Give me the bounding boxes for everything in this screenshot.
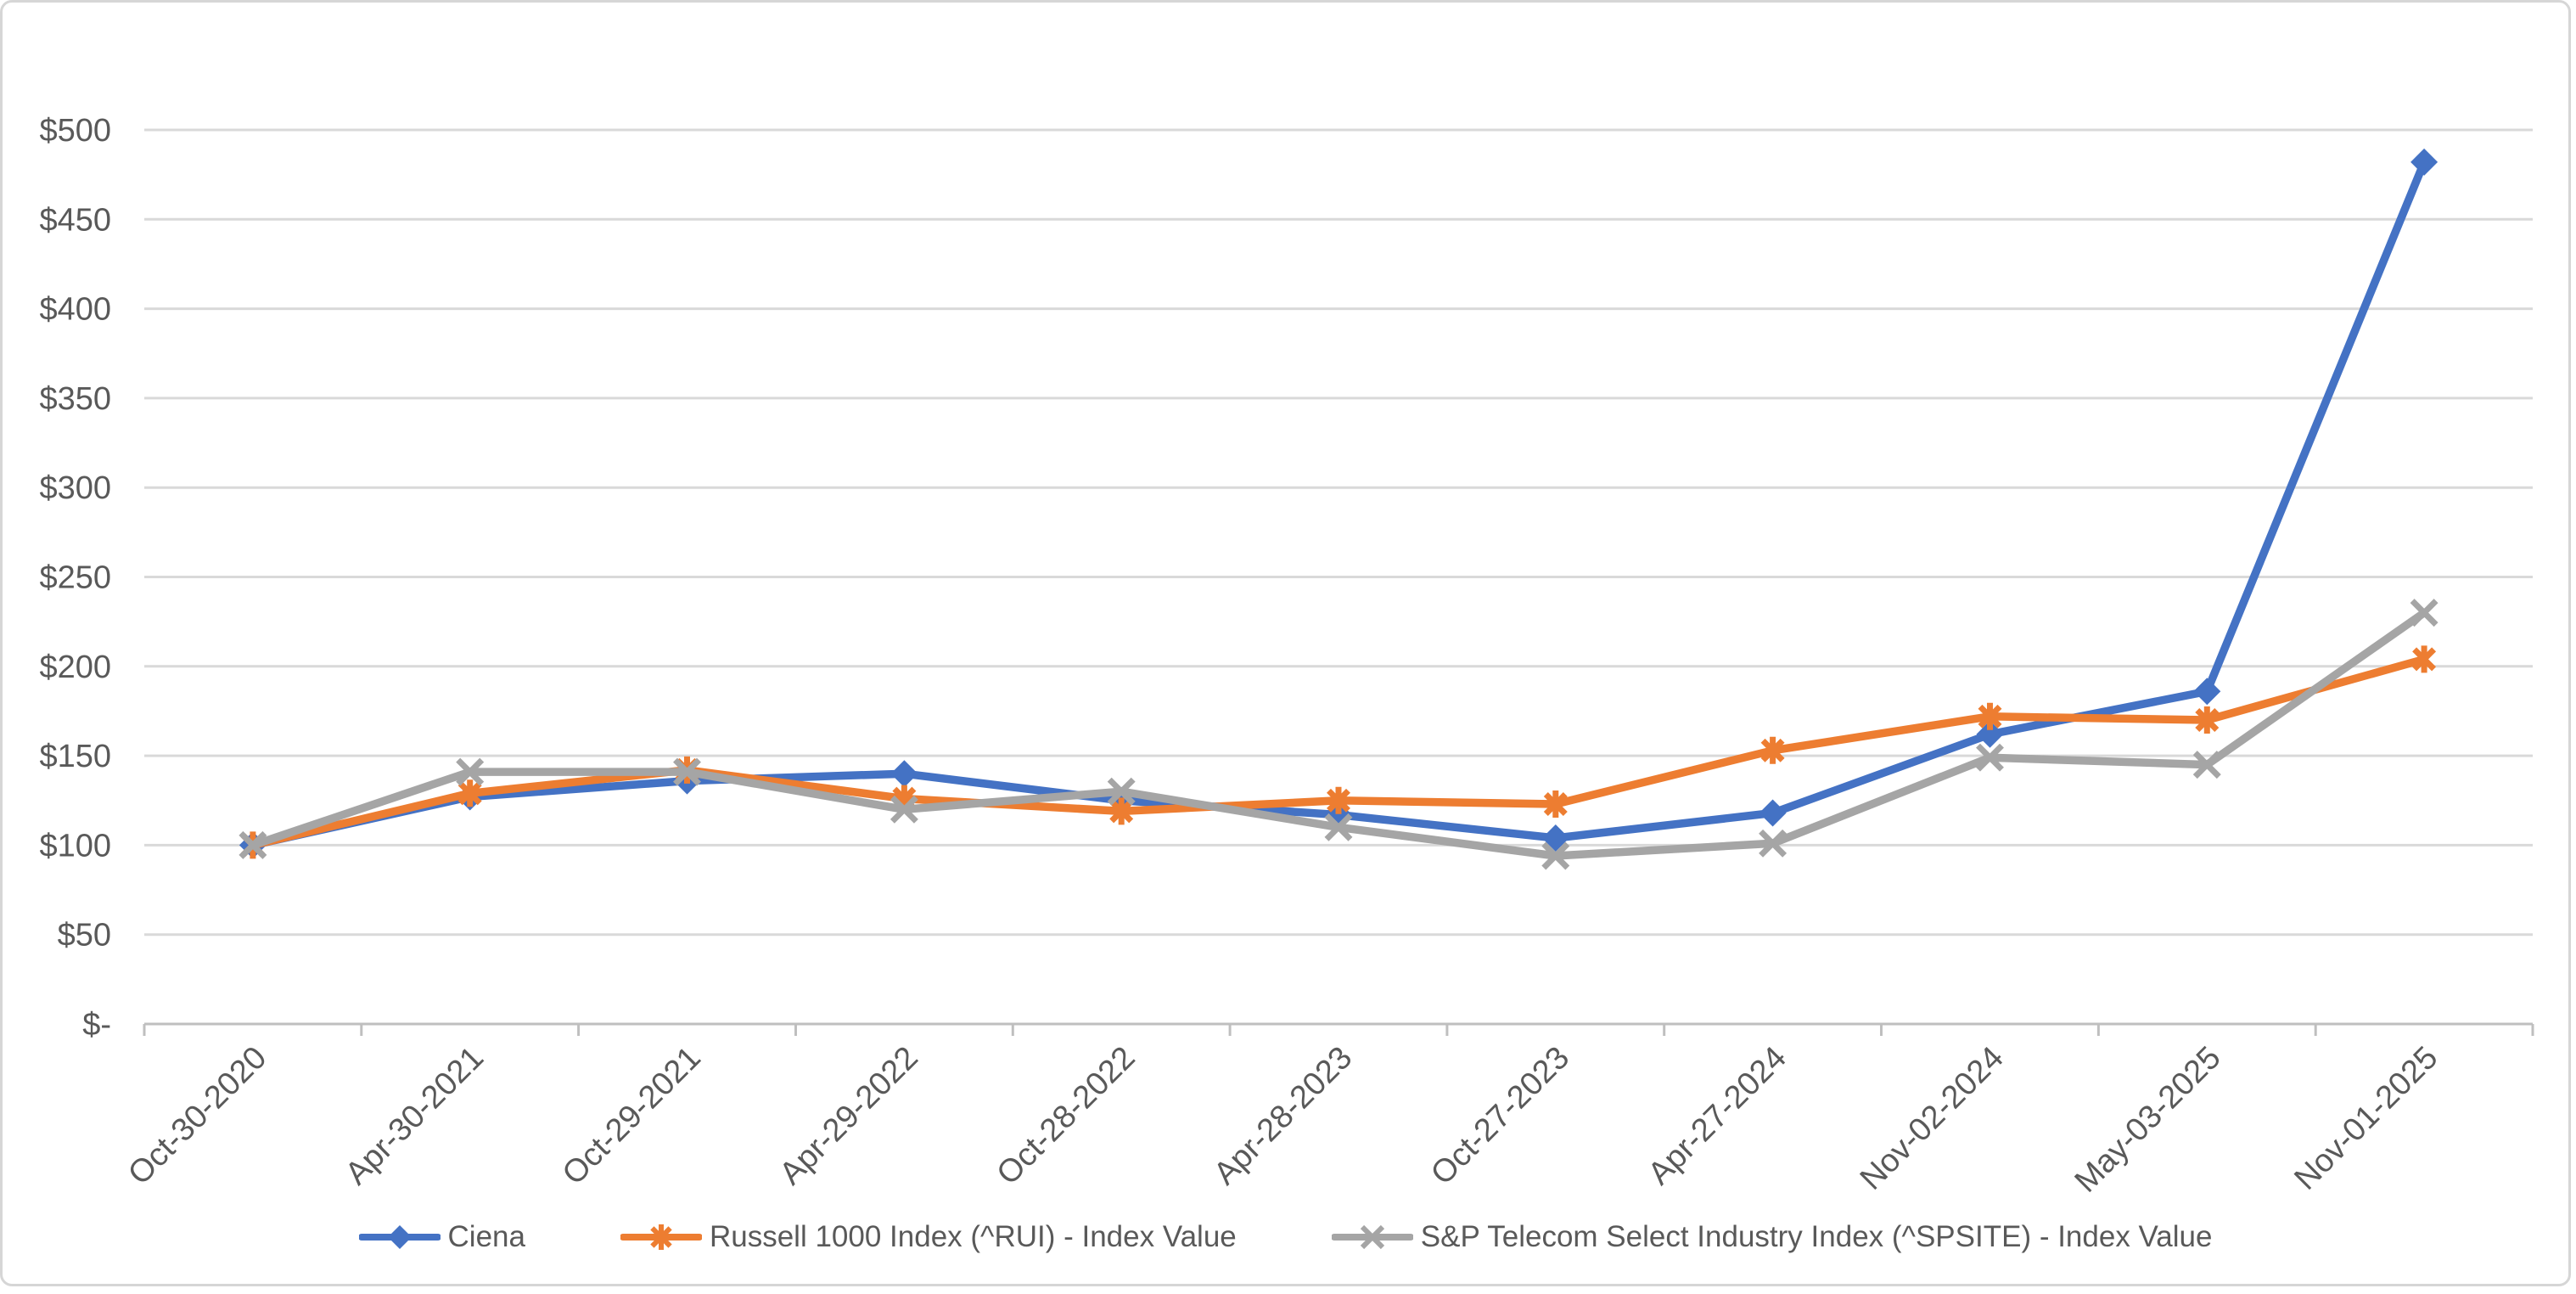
legend-label-ciena: Ciena — [447, 1220, 525, 1253]
russell-asterisk-marker-icon — [620, 1224, 702, 1250]
legend-item-russell-1000: Russell 1000 Index (^RUI) - Index Value — [620, 1220, 1237, 1254]
asterisk-marker-icon — [457, 779, 482, 807]
x-marker-icon — [673, 757, 701, 786]
x-axis-tick-label: Oct-30-2020 — [121, 1040, 273, 1192]
asterisk-marker-icon — [1978, 702, 2002, 730]
x-axis-tick-label: Apr-28-2023 — [1207, 1040, 1359, 1192]
diamond-marker-icon — [2193, 678, 2221, 706]
x-axis-tick-label: Oct-28-2022 — [991, 1040, 1142, 1192]
x-marker-icon — [1759, 829, 1787, 858]
x-marker-icon — [1976, 743, 2004, 772]
y-axis-tick-label: $300 — [39, 470, 111, 506]
series-line-0 — [249, 158, 2428, 850]
x-marker-icon — [1541, 841, 1570, 870]
y-axis-tick-label: $450 — [39, 202, 111, 238]
x-marker-icon — [890, 795, 918, 824]
x-axis-tick-label: Nov-02-2024 — [1854, 1040, 2011, 1197]
x-axis-tick-label: Apr-29-2022 — [773, 1040, 925, 1192]
asterisk-marker-icon — [1543, 790, 1568, 818]
y-axis-tick-label: $350 — [39, 381, 111, 417]
x-axis-tick-label: May-03-2025 — [2068, 1040, 2228, 1200]
y-axis-tick-label: $250 — [39, 560, 111, 596]
x-marker-icon — [456, 757, 485, 786]
x-marker-icon — [239, 830, 267, 859]
x-axis-tick-label: Nov-01-2025 — [2287, 1040, 2444, 1197]
diamond-marker-icon — [1976, 720, 2004, 748]
ciena-diamond-marker-icon — [358, 1225, 441, 1249]
asterisk-marker-icon — [2412, 645, 2437, 673]
chart-svg: $- $50 $100 $150 $200 $250 $300 $350 $400 $450 $50… — [39, 113, 2534, 1200]
y-axis-tick-label: $50 — [58, 918, 111, 954]
performance-line-chart: $- $50 $100 $150 $200 $250 $300 $350 $400 $450 $50… — [3, 3, 2576, 1294]
asterisk-marker-icon — [2195, 706, 2220, 734]
legend-item-sp-telecom: S&P Telecom Select Industry Index (^SPSI… — [1331, 1220, 2213, 1254]
asterisk-marker-icon — [1109, 797, 1134, 825]
asterisk-marker-icon — [1327, 786, 1350, 814]
asterisk-marker-icon — [1760, 736, 1785, 764]
chart-legend: Ciena Russell 1000 Index (^RUI) - Index … — [3, 1215, 2568, 1259]
y-axis-tick-label: $400 — [39, 292, 111, 328]
x-axis-tick-label: Apr-27-2024 — [1642, 1040, 1793, 1192]
y-axis-tick-label: $100 — [39, 828, 111, 864]
y-axis-tick-label: $200 — [39, 650, 111, 685]
legend-label-russell-1000: Russell 1000 Index (^RUI) - Index Value — [709, 1220, 1237, 1253]
x-marker-icon — [2410, 599, 2439, 627]
diamond-marker-icon — [1541, 824, 1569, 852]
diamond-marker-icon — [890, 760, 918, 788]
y-axis-tick-label: $150 — [39, 739, 111, 774]
x-marker-icon — [1107, 777, 1136, 806]
x-marker-icon — [1324, 813, 1353, 841]
diamond-marker-icon — [1759, 799, 1787, 827]
x-axis-tick-label: Apr-30-2021 — [339, 1040, 491, 1192]
x-axis-tick-label: Oct-29-2021 — [556, 1040, 708, 1192]
sp-telecom-x-marker-icon — [1331, 1224, 1413, 1250]
y-axis-tick-label: $500 — [39, 113, 111, 149]
y-axis-tick-label: $- — [82, 1007, 111, 1043]
legend-label-sp-telecom: S&P Telecom Select Industry Index (^SPSI… — [1420, 1220, 2213, 1253]
x-axis-tick-label: Oct-27-2023 — [1424, 1040, 1576, 1192]
x-marker-icon — [2192, 751, 2221, 779]
diamond-marker-icon — [2410, 148, 2439, 176]
legend-item-ciena: Ciena — [358, 1220, 525, 1254]
